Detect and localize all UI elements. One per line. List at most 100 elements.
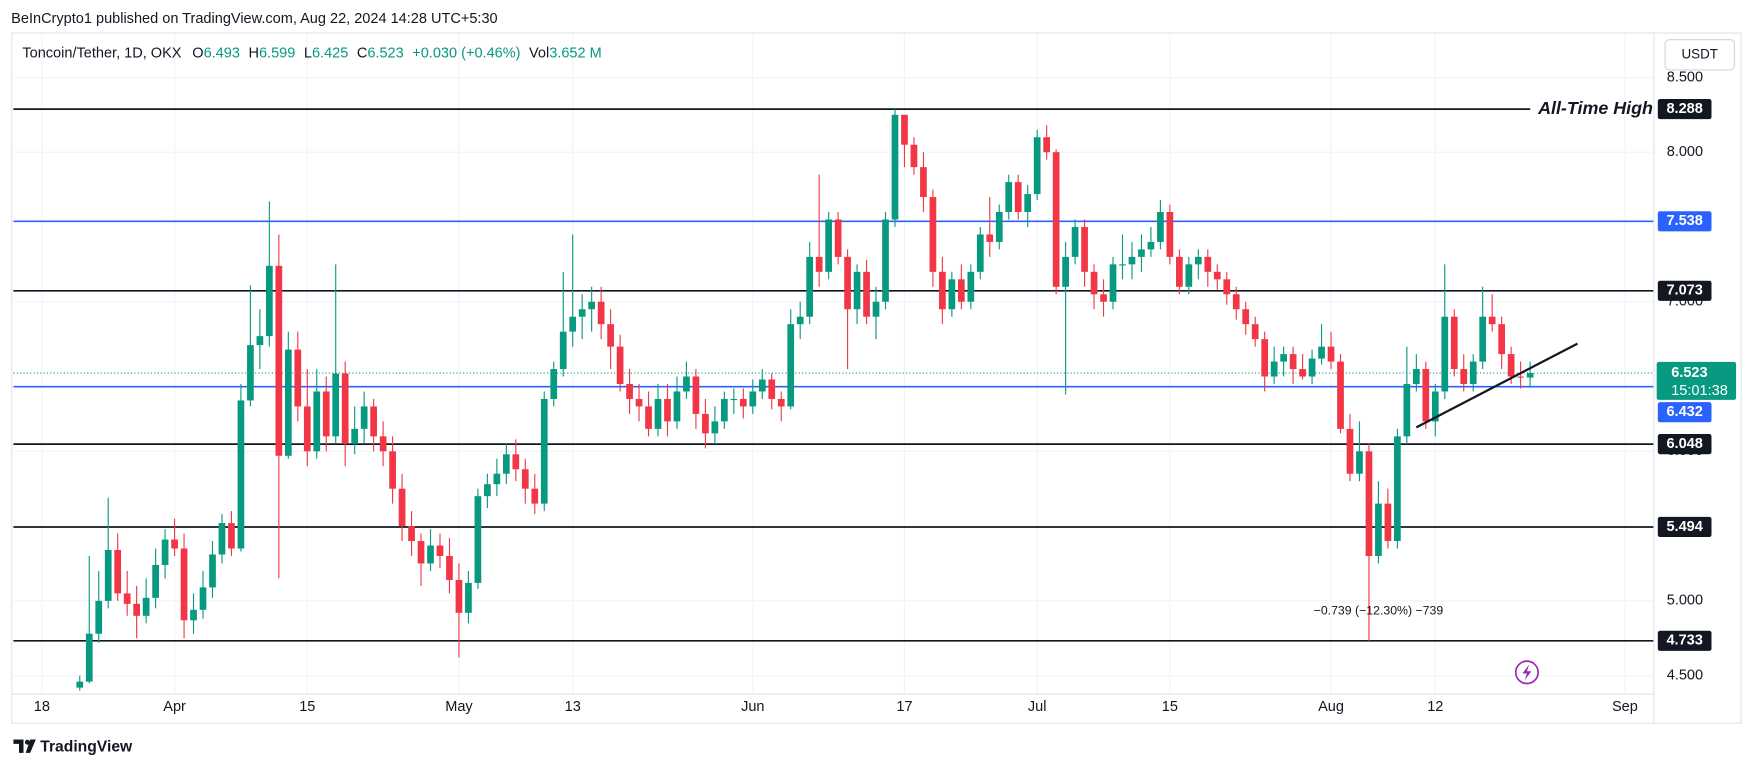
candle-body <box>1308 358 1316 377</box>
x-tick-label: Aug <box>1318 699 1344 715</box>
candle-body <box>1517 376 1524 378</box>
x-tick-label: 13 <box>565 699 581 715</box>
candle-body <box>739 398 747 407</box>
candle-body <box>1346 428 1354 474</box>
candle-body <box>844 256 851 310</box>
candle-body <box>749 391 757 407</box>
candle-body <box>702 413 709 434</box>
candle-body <box>1318 346 1325 359</box>
candle-body <box>768 379 776 399</box>
candle-body <box>1232 294 1240 310</box>
candle-body <box>190 609 197 621</box>
level-price-box <box>1657 99 1712 120</box>
level-price-label: 8.288 <box>1666 101 1702 117</box>
x-tick-label: May <box>445 699 473 715</box>
candle-body <box>1479 316 1487 362</box>
lightning-circle[interactable] <box>1514 660 1539 685</box>
candle-body <box>493 473 501 485</box>
candle-body <box>626 383 633 399</box>
candle-body <box>1194 256 1202 265</box>
level-price-box <box>1657 211 1712 232</box>
candle-body <box>825 219 832 272</box>
axis-labels: 18 Apr 15 May 13 Jun 17 Jul 15 Aug 12 Sep 4.500 5.000… <box>34 69 1737 715</box>
candle-body <box>379 436 387 452</box>
change: +0.030 (+0.46%) <box>412 46 520 62</box>
field-label: L <box>304 46 312 62</box>
candle-body <box>484 484 491 497</box>
candle-body <box>360 406 368 429</box>
candle-body <box>1213 271 1221 280</box>
x-tick-label: 12 <box>1427 699 1443 715</box>
candle-body <box>1005 182 1013 213</box>
currency-button[interactable] <box>1664 39 1735 71</box>
candle-body <box>446 555 453 580</box>
candle-body <box>683 376 690 392</box>
candle-body <box>1251 324 1259 340</box>
candle-body <box>180 548 188 621</box>
x-tick-label: Apr <box>163 699 186 715</box>
x-tick-label: 18 <box>34 699 50 715</box>
level-price-box <box>1657 630 1712 651</box>
candle-body <box>114 550 122 594</box>
candle-body <box>474 496 482 583</box>
lightning-bolt[interactable] <box>1522 664 1532 681</box>
candle-body <box>332 373 340 437</box>
field-value: 6.425 <box>312 46 348 62</box>
lightning-icon[interactable] <box>1514 660 1539 685</box>
y-tick-label: 4.500 <box>1667 667 1703 683</box>
candle-body <box>1469 361 1477 384</box>
candle-body <box>322 391 330 437</box>
candle-body <box>275 265 283 456</box>
level-price-box <box>1657 280 1712 301</box>
candle-body <box>294 349 302 407</box>
candle-body <box>123 593 131 604</box>
candle-body <box>512 454 520 470</box>
candle-body <box>1498 324 1506 355</box>
candle-body <box>1270 361 1278 377</box>
candle-body <box>228 523 235 549</box>
currency-button-label[interactable]: USDT <box>1681 46 1718 61</box>
current-price-box <box>1656 361 1737 400</box>
candle-body <box>929 197 937 272</box>
candle-body <box>1431 391 1439 422</box>
candle-body <box>398 488 406 527</box>
candle-body <box>1441 316 1449 392</box>
candle-body <box>1356 451 1363 474</box>
candle-body <box>502 454 510 474</box>
candle-body <box>436 545 444 556</box>
countdown-label: 15:01:38 <box>1671 383 1728 399</box>
candle-body <box>1403 383 1411 437</box>
logo-part <box>13 739 24 753</box>
candle-body <box>777 398 785 407</box>
logo-part <box>24 739 30 745</box>
candle-body <box>806 256 814 317</box>
field-label: C <box>357 46 368 62</box>
candle-body <box>1014 182 1022 213</box>
candle-body <box>351 428 359 444</box>
level-price-box <box>1657 516 1712 538</box>
candle-body <box>1460 369 1468 384</box>
candle-body <box>1147 241 1155 250</box>
candle-body <box>1507 354 1515 377</box>
level-price-label: 7.073 <box>1666 283 1702 299</box>
candle-body <box>957 279 965 302</box>
candle-body <box>1157 212 1164 242</box>
candle-body <box>1394 436 1401 542</box>
candle-body <box>199 587 207 610</box>
candle-body <box>1100 294 1107 302</box>
candle-body <box>1526 373 1534 378</box>
candle-body <box>455 579 463 613</box>
x-tick-label: 15 <box>1162 699 1178 715</box>
candle-body <box>939 271 946 310</box>
x-tick-label: Sep <box>1612 699 1638 715</box>
x-tick-label: 15 <box>299 699 315 715</box>
candle-body <box>730 398 738 401</box>
brand-name: TradingView <box>40 738 133 755</box>
candle-body <box>1242 309 1250 325</box>
x-tick-label: Jun <box>741 699 764 715</box>
candle-body <box>1043 137 1051 153</box>
candle-body <box>95 600 103 634</box>
candle-body <box>1166 212 1174 257</box>
field-value: 6.599 <box>259 46 295 62</box>
